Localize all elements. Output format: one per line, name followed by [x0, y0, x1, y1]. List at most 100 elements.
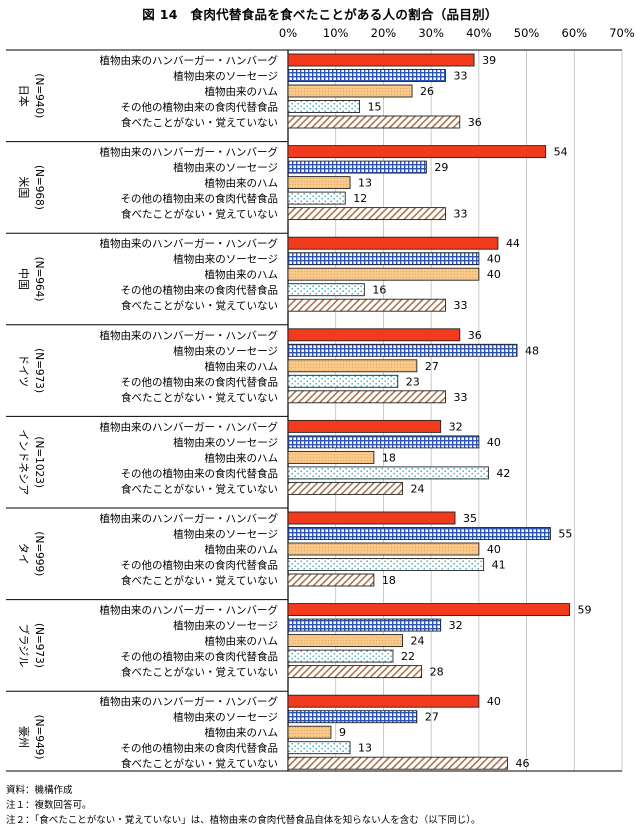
sample-size-label: (N=999)	[33, 531, 45, 576]
item-label: 植物由来のソーセージ	[173, 253, 278, 266]
item-label: その他の植物由来の食肉代替食品	[121, 467, 279, 480]
bar-4	[287, 756, 508, 770]
bar-0	[287, 328, 461, 342]
bar-2	[287, 725, 332, 739]
bar-2	[287, 267, 480, 281]
value-label: 24	[411, 635, 425, 648]
group-7: 豪州 (N=949) 植物由来のハンバーガー・ハンバーグ 40 植物由来のソーセージ 27…	[6, 690, 529, 770]
item-label: 植物由来のハンバーガー・ハンバーグ	[100, 54, 279, 67]
item-label: 植物由来のハム	[205, 85, 279, 98]
bar-2	[287, 359, 418, 373]
value-label: 39	[482, 54, 496, 67]
group-2: 中国 (N=964) 植物由来のハンバーガー・ハンバーグ 44 植物由来のソーセージ 40…	[6, 232, 520, 312]
item-label: 植物由来のソーセージ	[173, 70, 278, 83]
sample-size-label: (N=973)	[33, 348, 45, 393]
bar-4	[287, 298, 446, 312]
value-label: 59	[578, 604, 592, 617]
item-label: 食べたことがない・覚えていない	[121, 208, 278, 221]
value-label: 22	[401, 650, 415, 663]
item-label: その他の植物由来の食肉代替食品	[121, 101, 279, 114]
item-label: 植物由来のハム	[205, 177, 279, 190]
item-label: 植物由来のソーセージ	[173, 344, 278, 357]
item-label: その他の植物由来の食肉代替食品	[121, 192, 279, 205]
bar-3	[287, 649, 394, 663]
country-label: ブラジル	[17, 624, 31, 668]
country-label: 日本	[17, 85, 31, 107]
bar-2	[287, 542, 480, 556]
value-label: 40	[487, 543, 501, 556]
item-label: 食べたことがない・覚えていない	[121, 666, 278, 679]
bar-0	[287, 53, 475, 67]
item-label: 植物由来のハム	[205, 543, 279, 556]
item-label: 植物由来のハンバーガー・ハンバーグ	[100, 237, 279, 250]
country-label: 豪州	[17, 726, 31, 748]
country-label: ドイツ	[17, 354, 30, 387]
bar-2	[287, 450, 375, 464]
value-label: 33	[453, 391, 467, 404]
bar-3	[287, 466, 489, 480]
value-label: 33	[453, 299, 467, 312]
bar-4	[287, 665, 423, 679]
item-label: その他の植物由来の食肉代替食品	[121, 559, 279, 572]
item-label: 植物由来のハム	[205, 726, 279, 739]
item-label: 食べたことがない・覚えていない	[121, 391, 278, 404]
bar-4	[287, 573, 375, 587]
value-label: 32	[449, 420, 463, 433]
item-label: 植物由来のハム	[205, 451, 279, 464]
item-label: 植物由来のハンバーガー・ハンバーグ	[100, 420, 279, 433]
value-label: 13	[358, 742, 372, 755]
bar-3	[287, 283, 365, 297]
item-label: 植物由来のハンバーガー・ハンバーグ	[100, 146, 279, 159]
item-label: 食べたことがない・覚えていない	[121, 116, 278, 129]
bar-4	[287, 115, 461, 129]
value-label: 42	[496, 467, 510, 480]
value-label: 24	[411, 482, 425, 495]
value-label: 33	[453, 70, 467, 83]
bar-1	[287, 435, 480, 449]
group-6: ブラジル (N=973) 植物由来のハンバーガー・ハンバーグ 59 植物由来のソーセージ…	[6, 599, 592, 679]
country-label: 米国	[17, 176, 30, 198]
bar-3	[287, 100, 361, 113]
bar-0	[287, 419, 442, 433]
country-label: インドネシア	[17, 429, 30, 495]
item-label: その他の植物由来の食肉代替食品	[121, 375, 279, 388]
value-label: 36	[468, 329, 482, 342]
item-label: 植物由来のハム	[205, 268, 279, 281]
item-label: 植物由来のソーセージ	[173, 711, 278, 724]
value-label: 27	[425, 360, 439, 373]
bar-1	[287, 343, 518, 357]
tick-label-20: 20%	[371, 26, 397, 40]
value-label: 36	[468, 116, 482, 129]
country-label: タイ	[17, 543, 30, 565]
group-1: 米国 (N=968) 植物由来のハンバーガー・ハンバーグ 54 植物由来のソーセージ 29…	[6, 141, 568, 221]
tick-label-70: 70%	[609, 26, 635, 40]
value-label: 28	[430, 666, 444, 679]
value-label: 18	[382, 451, 396, 464]
item-label: 植物由来のハンバーガー・ハンバーグ	[100, 329, 279, 342]
country-groups: 日本 (N=940) 植物由来のハンバーガー・ハンバーグ 39 植物由来のソーセージ 33…	[6, 53, 592, 770]
value-label: 29	[434, 161, 448, 174]
value-label: 23	[406, 375, 420, 388]
bar-1	[287, 252, 480, 266]
sample-size-label: (N=973)	[33, 623, 45, 668]
bar-1	[287, 69, 446, 82]
bar-2	[287, 634, 403, 648]
bar-1	[287, 527, 551, 540]
value-label: 40	[487, 436, 501, 449]
item-label: その他の植物由来の食肉代替食品	[121, 742, 279, 755]
sample-size-label: (N=964)	[33, 257, 45, 302]
item-label: 食べたことがない・覚えていない	[121, 482, 278, 495]
value-label: 48	[525, 344, 539, 357]
bar-3	[287, 374, 399, 388]
bar-4	[287, 481, 403, 495]
bar-3	[287, 741, 351, 755]
source-note: 資料：機構作成	[6, 785, 73, 796]
value-label: 9	[339, 726, 346, 739]
tick-label-30: 30%	[418, 26, 444, 40]
value-label: 41	[492, 559, 506, 572]
sample-size-label: (N=1023)	[33, 436, 45, 488]
bar-1	[287, 710, 418, 724]
item-label: 植物由来のソーセージ	[173, 528, 278, 541]
bar-0	[287, 694, 480, 708]
